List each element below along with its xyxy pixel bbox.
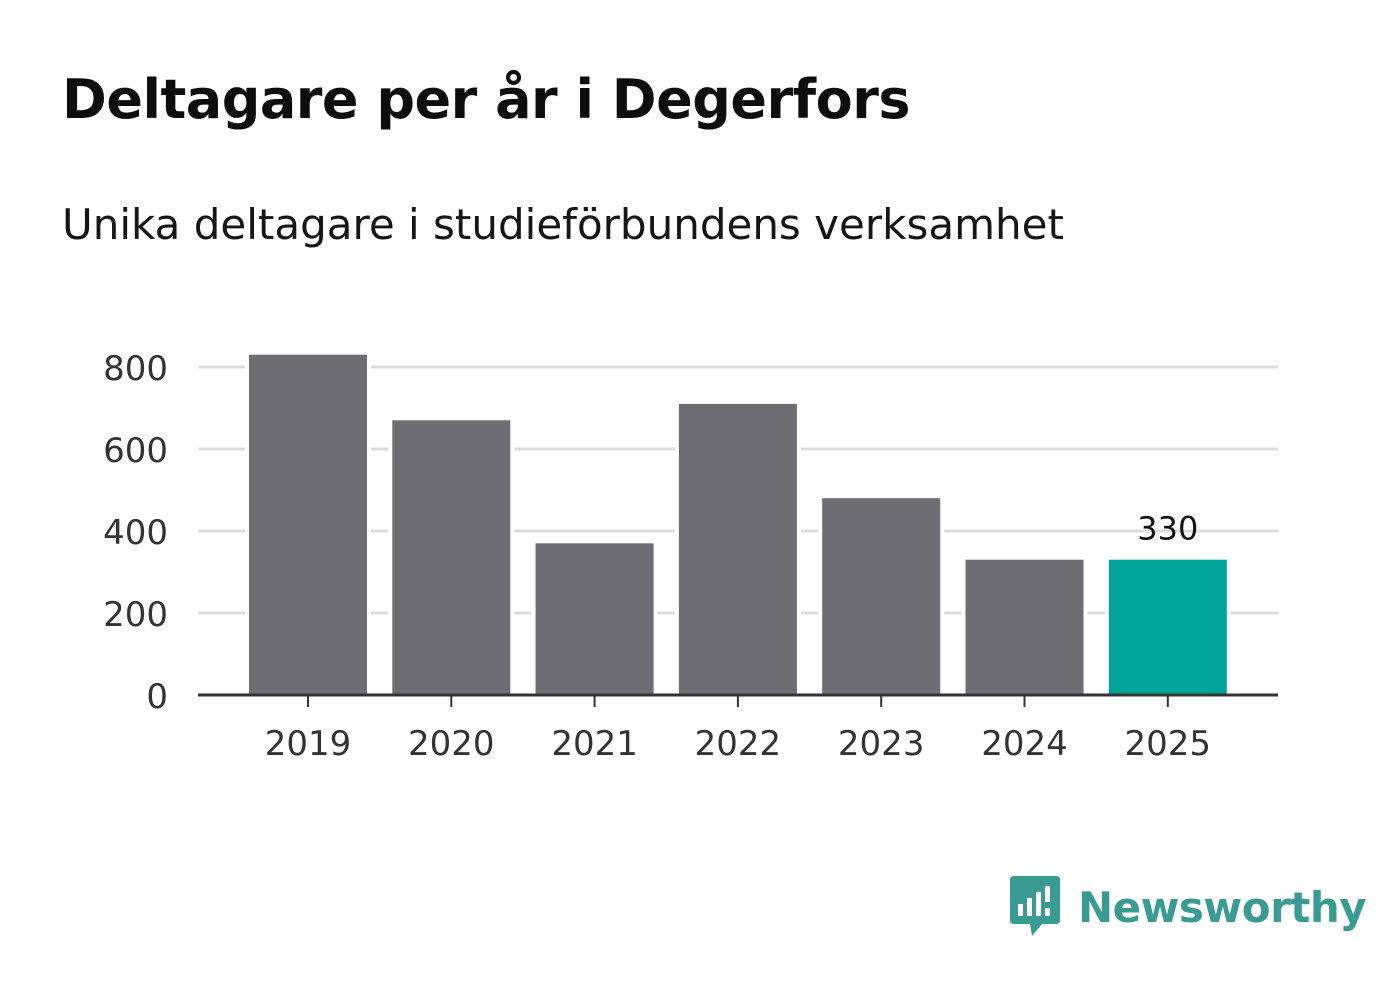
y-tick-label: 800 [103, 349, 168, 389]
y-tick-label: 600 [103, 431, 168, 471]
x-tick-label: 2024 [981, 724, 1068, 764]
bar [678, 403, 797, 695]
x-tick-label: 2019 [265, 724, 352, 764]
bar [392, 420, 511, 695]
chart-title: Deltagare per år i Degerfors [62, 68, 910, 131]
chart-subtitle: Unika deltagare i studieförbundens verks… [62, 200, 1064, 249]
x-tick-label: 2021 [551, 724, 638, 764]
y-tick-label: 200 [103, 595, 168, 635]
data-label: 330 [1137, 510, 1198, 548]
brand-name: Newsworthy [1078, 882, 1367, 932]
brand-logo: Newsworthy [1010, 876, 1367, 938]
bar [249, 354, 367, 695]
bar-chart-speech-bubble-icon [1010, 876, 1060, 936]
x-tick-label: 2025 [1125, 724, 1212, 764]
bar [1108, 559, 1227, 695]
bar [822, 498, 941, 695]
x-tick-label: 2020 [408, 724, 495, 764]
y-tick-label: 400 [103, 513, 168, 553]
y-tick-label: 0 [146, 677, 168, 717]
x-tick-label: 2023 [838, 724, 925, 764]
x-tick-label: 2022 [695, 724, 782, 764]
bar [965, 559, 1084, 695]
bar [535, 543, 654, 695]
